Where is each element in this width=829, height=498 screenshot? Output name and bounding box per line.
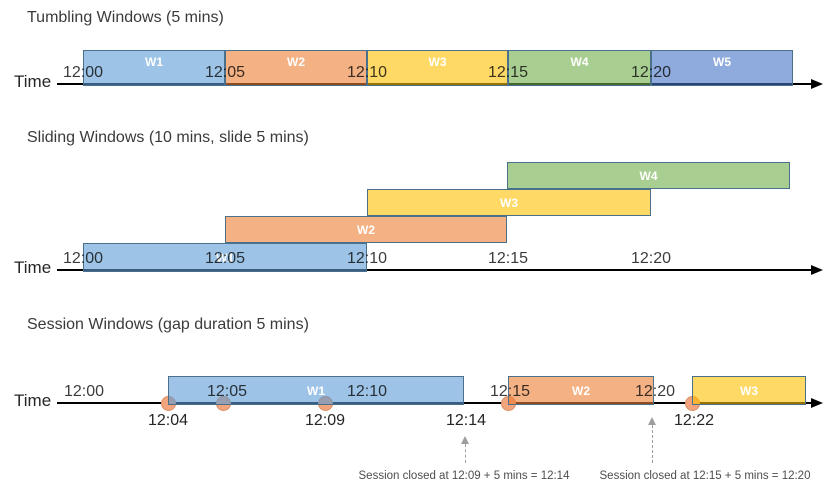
callout-arrow-line bbox=[464, 444, 466, 463]
tick-label: 12:00 bbox=[62, 250, 104, 267]
axis-arrowhead bbox=[811, 78, 823, 89]
window-box-w4: W4 bbox=[507, 162, 790, 189]
axis-arrowhead bbox=[811, 264, 823, 275]
tick-label: 12:15 bbox=[489, 383, 531, 400]
section-title: Sliding Windows (10 mins, slide 5 mins) bbox=[27, 129, 309, 146]
axis-arrowhead bbox=[811, 397, 823, 408]
window-box-w5: W5 bbox=[651, 50, 793, 86]
window-label: W1 bbox=[216, 250, 234, 265]
tick-label: 12:20 bbox=[634, 383, 676, 400]
event-time-label: 12:22 bbox=[673, 412, 715, 429]
tick-label: 12:05 bbox=[204, 64, 246, 81]
time-axis-label: Time bbox=[14, 391, 52, 410]
window-box-w1: W1 bbox=[83, 243, 367, 272]
tick-label: 12:10 bbox=[346, 383, 388, 400]
event-time-label: 12:04 bbox=[147, 412, 189, 429]
window-box-w1: W1 bbox=[83, 50, 225, 86]
tick-label: 12:15 bbox=[487, 64, 529, 81]
callout-arrowhead bbox=[460, 436, 469, 444]
window-box-w3: W3 bbox=[367, 189, 651, 216]
tick-label: 12:00 bbox=[63, 383, 105, 400]
section-title: Session Windows (gap duration 5 mins) bbox=[27, 316, 309, 333]
event-time-label: 12:09 bbox=[304, 412, 346, 429]
callout-text: Session closed at 12:09 + 5 mins = 12:14 bbox=[358, 470, 570, 482]
event-time-label: 12:14 bbox=[445, 412, 487, 429]
callout-arrow-line bbox=[651, 425, 653, 463]
window-label: W3 bbox=[428, 55, 447, 69]
tick-label: 12:15 bbox=[487, 250, 529, 267]
window-box-w3: W3 bbox=[367, 50, 508, 86]
section-title: Tumbling Windows (5 mins) bbox=[27, 9, 224, 26]
window-label: W1 bbox=[307, 383, 325, 398]
tick-label: 12:10 bbox=[346, 250, 388, 267]
window-label: W2 bbox=[357, 222, 375, 237]
tick-label: 12:05 bbox=[206, 383, 248, 400]
callout-text: Session closed at 12:15 + 5 mins = 12:20 bbox=[599, 470, 811, 482]
tick-label: 12:10 bbox=[346, 64, 388, 81]
window-label: W5 bbox=[713, 55, 731, 69]
window-box-w4: W4 bbox=[508, 50, 651, 86]
window-label: W2 bbox=[572, 383, 590, 398]
tick-label: 12:00 bbox=[62, 64, 104, 81]
window-box-w2: W2 bbox=[225, 216, 507, 243]
window-box-w2: W2 bbox=[508, 376, 654, 405]
window-label: W1 bbox=[145, 55, 163, 69]
window-label: W3 bbox=[740, 383, 758, 398]
window-label: W4 bbox=[639, 168, 658, 183]
window-label: W4 bbox=[570, 55, 589, 69]
callout-arrowhead bbox=[647, 417, 656, 425]
time-axis bbox=[57, 269, 818, 271]
time-axis-label: Time bbox=[14, 72, 52, 91]
window-box-w2: W2 bbox=[225, 50, 367, 86]
window-label: W3 bbox=[500, 195, 518, 210]
window-box-w3: W3 bbox=[692, 376, 806, 405]
tick-label: 12:05 bbox=[204, 250, 246, 267]
time-axis-label: Time bbox=[14, 258, 52, 277]
tick-label: 12:20 bbox=[630, 250, 672, 267]
window-label: W2 bbox=[287, 55, 305, 69]
tick-label: 12:20 bbox=[630, 64, 672, 81]
window-box-w1: W1 bbox=[168, 376, 464, 405]
